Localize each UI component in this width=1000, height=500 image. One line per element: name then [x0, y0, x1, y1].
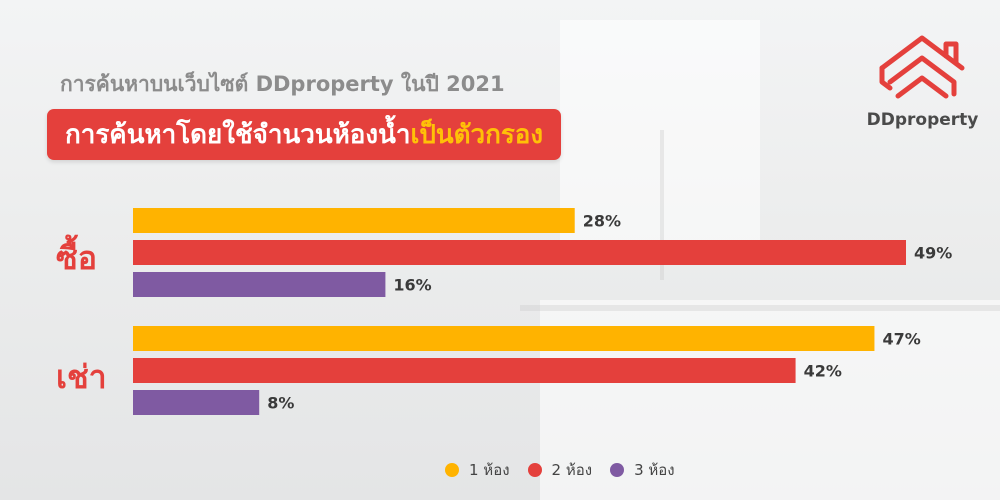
legend-item-2-rooms: 2 ห้อง [527, 458, 593, 482]
data-label-buy-1-room: 28% [583, 212, 621, 231]
data-label-buy-3-rooms: 16% [393, 276, 431, 295]
bar-buy-2-rooms [133, 240, 906, 265]
chart-legend: 1 ห้อง 2 ห้อง 3 ห้อง [445, 458, 675, 482]
bar-rent-3-rooms [133, 390, 260, 415]
ddproperty-house-logo-icon [879, 35, 965, 99]
legend-label-2-rooms: 2 ห้อง [551, 461, 593, 479]
chart-title-accent: เป็นตัวกรอง [410, 120, 544, 150]
background-window [560, 20, 760, 250]
legend-swatch-3-rooms [610, 463, 625, 477]
data-label-rent-2-rooms: 42% [804, 362, 842, 381]
bar-rent-1-room [133, 326, 875, 351]
data-label-rent-3-rooms: 8% [267, 394, 294, 413]
bar-buy-1-room [133, 208, 575, 233]
background-counter-line [520, 305, 1000, 311]
bar-rent-2-rooms [133, 358, 796, 383]
legend-label-3-rooms: 3 ห้อง [634, 461, 675, 479]
data-label-rent-1-room: 47% [882, 330, 920, 349]
chart-title-main: การค้นหาโดยใช้จำนวนห้องน้ำ [65, 120, 411, 150]
chart-subtitle: การค้นหาบนเว็บไซต์ DDproperty ในปี 2021 [60, 72, 505, 96]
bar-buy-3-rooms [133, 272, 386, 297]
background-mirror-frame [660, 130, 664, 280]
legend-swatch-2-rooms [527, 463, 542, 477]
legend-item-3-rooms: 3 ห้อง [610, 458, 675, 482]
legend-item-1-room: 1 ห้อง [445, 458, 510, 482]
legend-swatch-1-room [445, 463, 459, 477]
chart-title-banner: การค้นหาโดยใช้จำนวนห้องน้ำ เป็นตัวกรอง [47, 109, 562, 160]
ddproperty-logo: DDproperty [860, 30, 985, 140]
brand-name: DDproperty [866, 110, 979, 130]
category-label-rent: เช่า [56, 358, 107, 396]
data-label-buy-2-rooms: 49% [914, 244, 952, 263]
category-label-buy: ซื้อ [56, 239, 97, 277]
legend-label-1-room: 1 ห้อง [469, 461, 510, 479]
